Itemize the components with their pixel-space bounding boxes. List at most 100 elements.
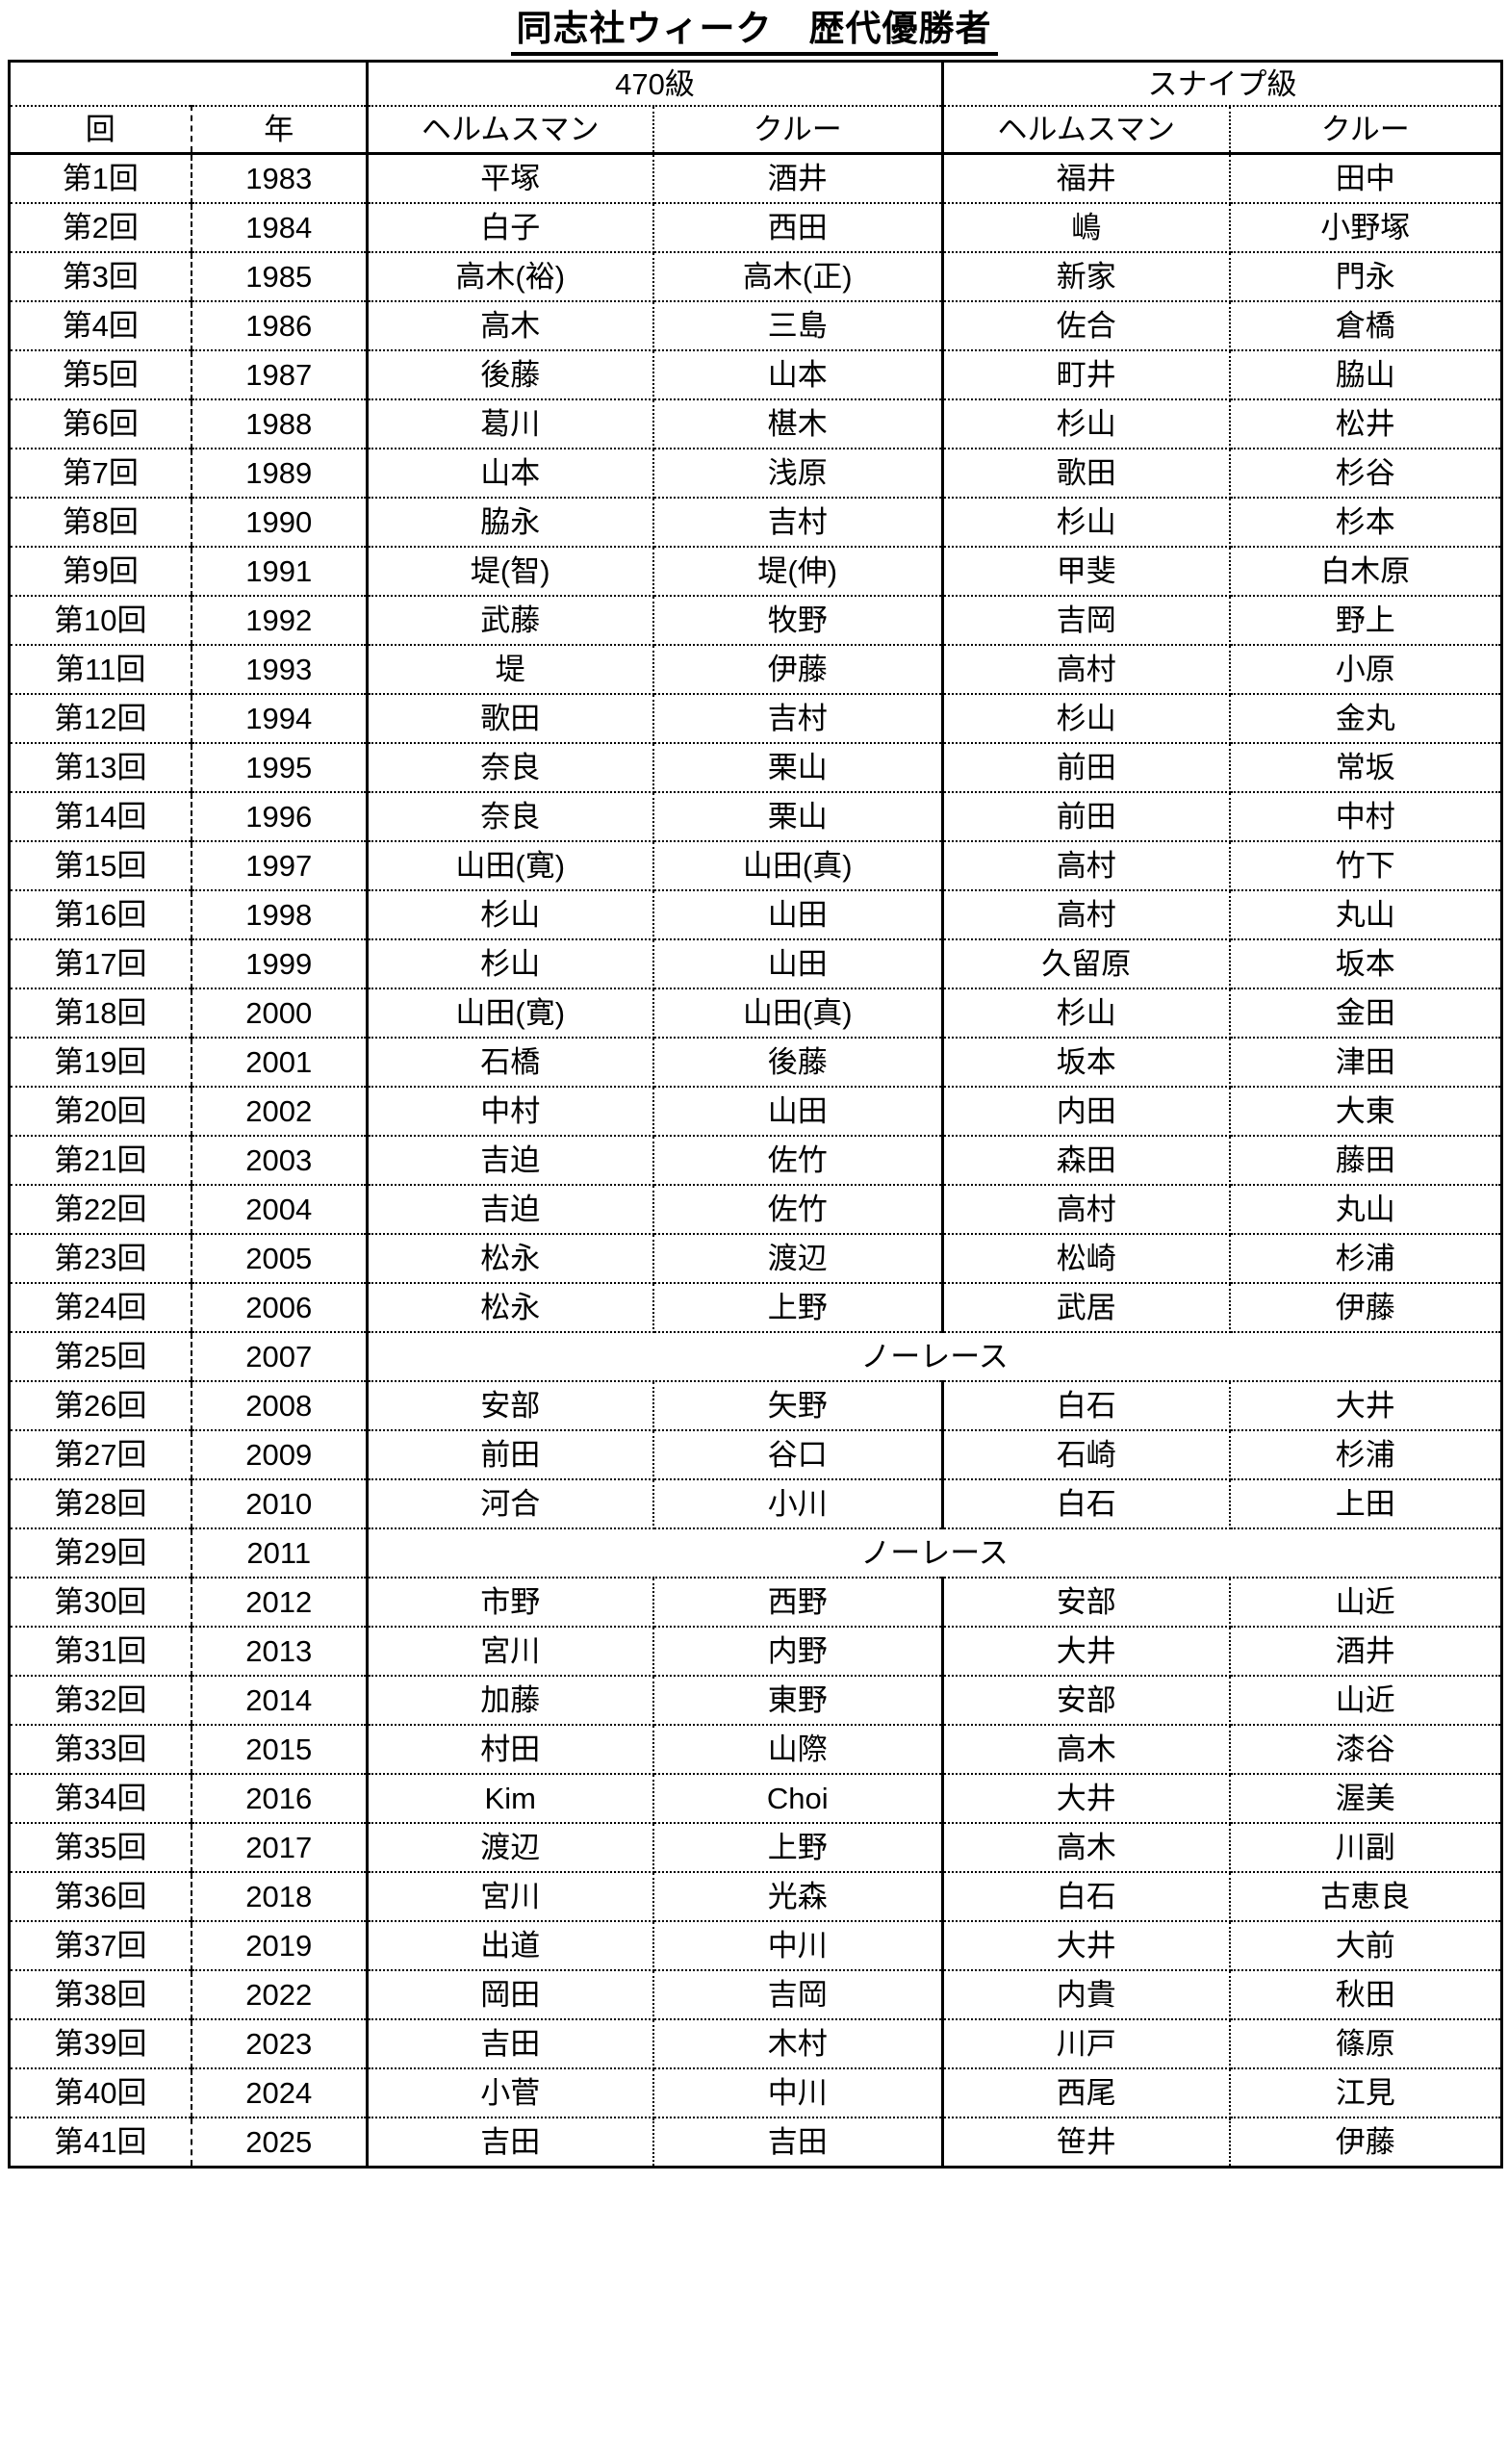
cell-helmsman-snipe: 杉山 <box>942 399 1231 449</box>
page-title-container: 同志社ウィーク 歴代優勝者 <box>8 0 1500 60</box>
cell-year: 2014 <box>191 1676 369 1726</box>
table-row: 第22回 2004 吉迫 佐竹 高村 丸山 <box>8 1185 1504 1235</box>
champions-table: 470級 スナイプ級 回 年 ヘルムスマン クルー ヘルムスマン クルー 第1回… <box>8 60 1504 2169</box>
cell-crew-470: 三島 <box>652 301 945 351</box>
cell-kai: 第30回 <box>8 1578 192 1628</box>
cell-crew-snipe: 門永 <box>1229 252 1504 302</box>
cell-helmsman-snipe: 内貴 <box>942 1970 1231 2020</box>
table-row: 第41回 2025 吉田 吉田 笹井 伊藤 <box>8 2118 1504 2169</box>
cell-crew-470: 高木(正) <box>652 252 945 302</box>
table-row: 第24回 2006 松永 上野 武居 伊藤 <box>8 1283 1504 1333</box>
cell-crew-snipe: 江見 <box>1229 2068 1504 2118</box>
cell-helmsman-snipe: 西尾 <box>942 2068 1231 2118</box>
cell-year: 1998 <box>191 890 369 940</box>
cell-crew-snipe: 渥美 <box>1229 1774 1504 1824</box>
cell-crew-470: 山田 <box>652 890 945 940</box>
table-row: 第13回 1995 奈良 栗山 前田 常坂 <box>8 743 1504 793</box>
header-col-year: 年 <box>191 106 369 155</box>
cell-helmsman-470: 吉田 <box>367 2019 654 2069</box>
cell-helmsman-snipe: 笹井 <box>942 2118 1231 2169</box>
cell-helmsman-470: 山田(寛) <box>367 841 654 891</box>
cell-crew-snipe: 藤田 <box>1229 1136 1504 1186</box>
cell-helmsman-470: 歌田 <box>367 694 654 744</box>
cell-crew-snipe: 松井 <box>1229 399 1504 449</box>
cell-crew-snipe: 杉浦 <box>1229 1234 1504 1284</box>
cell-crew-snipe: 常坂 <box>1229 743 1504 793</box>
cell-crew-470: 佐竹 <box>652 1136 945 1186</box>
cell-crew-snipe: 篠原 <box>1229 2019 1504 2069</box>
cell-crew-snipe: 小原 <box>1229 645 1504 695</box>
cell-kai: 第28回 <box>8 1479 192 1529</box>
cell-helmsman-snipe: 大井 <box>942 1921 1231 1971</box>
cell-year: 2013 <box>191 1627 369 1677</box>
cell-kai: 第7回 <box>8 449 192 499</box>
table-row: 第26回 2008 安部 矢野 白石 大井 <box>8 1381 1504 1431</box>
cell-helmsman-470: 出道 <box>367 1921 654 1971</box>
cell-crew-470: 吉村 <box>652 694 945 744</box>
cell-year: 1985 <box>191 252 369 302</box>
header-col-kai: 回 <box>8 106 192 155</box>
page-title: 同志社ウィーク 歴代優勝者 <box>510 10 998 56</box>
cell-helmsman-470: 安部 <box>367 1381 654 1431</box>
cell-year: 1990 <box>191 498 369 548</box>
cell-crew-470: Choi <box>652 1774 945 1824</box>
cell-kai: 第25回 <box>8 1332 192 1382</box>
cell-helmsman-470: 小菅 <box>367 2068 654 2118</box>
table-row: 第15回 1997 山田(寛) 山田(真) 高村 竹下 <box>8 841 1504 891</box>
cell-year: 1993 <box>191 645 369 695</box>
cell-year: 2025 <box>191 2118 369 2169</box>
cell-year: 2022 <box>191 1970 369 2020</box>
cell-crew-snipe: 大井 <box>1229 1381 1504 1431</box>
table-row: 第25回 2007 ノーレース <box>8 1332 1504 1382</box>
table-row: 第1回 1983 平塚 酒井 福井 田中 <box>8 153 1504 204</box>
cell-year: 2016 <box>191 1774 369 1824</box>
cell-year: 2012 <box>191 1578 369 1628</box>
cell-helmsman-snipe: 吉岡 <box>942 596 1231 646</box>
cell-helmsman-snipe: 高木 <box>942 1725 1231 1775</box>
cell-crew-snipe: 津田 <box>1229 1038 1504 1088</box>
cell-helmsman-snipe: 歌田 <box>942 449 1231 499</box>
cell-helmsman-470: 白子 <box>367 203 654 253</box>
table-row: 第16回 1998 杉山 山田 高村 丸山 <box>8 890 1504 940</box>
table-row: 第2回 1984 白子 西田嶋小野塚 <box>8 203 1504 253</box>
cell-crew-snipe: 竹下 <box>1229 841 1504 891</box>
header-group-snipe: スナイプ級 <box>942 60 1504 107</box>
cell-year: 1984 <box>191 203 369 253</box>
cell-crew-470: 山田(真) <box>652 988 945 1039</box>
cell-helmsman-snipe: 前田 <box>942 792 1231 842</box>
cell-crew-snipe: 金丸 <box>1229 694 1504 744</box>
cell-crew-snipe: 野上 <box>1229 596 1504 646</box>
cell-helmsman-snipe: 白石 <box>942 1479 1231 1529</box>
cell-kai: 第12回 <box>8 694 192 744</box>
cell-helmsman-snipe: 白石 <box>942 1872 1231 1922</box>
cell-helmsman-470: Kim <box>367 1774 654 1824</box>
cell-helmsman-snipe: 杉山 <box>942 498 1231 548</box>
cell-helmsman-470: 村田 <box>367 1725 654 1775</box>
cell-kai: 第18回 <box>8 988 192 1039</box>
cell-year: 2001 <box>191 1038 369 1088</box>
cell-kai: 第1回 <box>8 153 192 204</box>
cell-kai: 第24回 <box>8 1283 192 1333</box>
cell-helmsman-snipe: 高木 <box>942 1823 1231 1873</box>
cell-helmsman-snipe: 大井 <box>942 1774 1231 1824</box>
table-row: 第18回 2000 山田(寛) 山田(真) 杉山 金田 <box>8 988 1504 1039</box>
cell-year: 1996 <box>191 792 369 842</box>
cell-helmsman-snipe: 高村 <box>942 645 1231 695</box>
cell-crew-snipe: 古恵良 <box>1229 1872 1504 1922</box>
cell-kai: 第26回 <box>8 1381 192 1431</box>
cell-kai: 第29回 <box>8 1528 192 1578</box>
cell-crew-470: 山田(真) <box>652 841 945 891</box>
cell-helmsman-470: 河合 <box>367 1479 654 1529</box>
cell-crew-470: 後藤 <box>652 1038 945 1088</box>
cell-crew-snipe: 坂本 <box>1229 939 1504 989</box>
cell-year: 1992 <box>191 596 369 646</box>
cell-helmsman-470: 中村 <box>367 1087 654 1137</box>
table-body: 第1回 1983 平塚 酒井 福井 田中 第2回 1984 白子 西田嶋小野塚 第3回 1985 高木(… <box>8 153 1504 2169</box>
cell-crew-470: 山本 <box>652 350 945 400</box>
cell-year: 2019 <box>191 1921 369 1971</box>
cell-helmsman-470: 平塚 <box>367 153 654 204</box>
cell-helmsman-snipe: 武居 <box>942 1283 1231 1333</box>
cell-year: 2008 <box>191 1381 369 1431</box>
cell-crew-470: 中川 <box>652 1921 945 1971</box>
table-row: 第28回 2010 河合 小川 白石 上田 <box>8 1479 1504 1529</box>
